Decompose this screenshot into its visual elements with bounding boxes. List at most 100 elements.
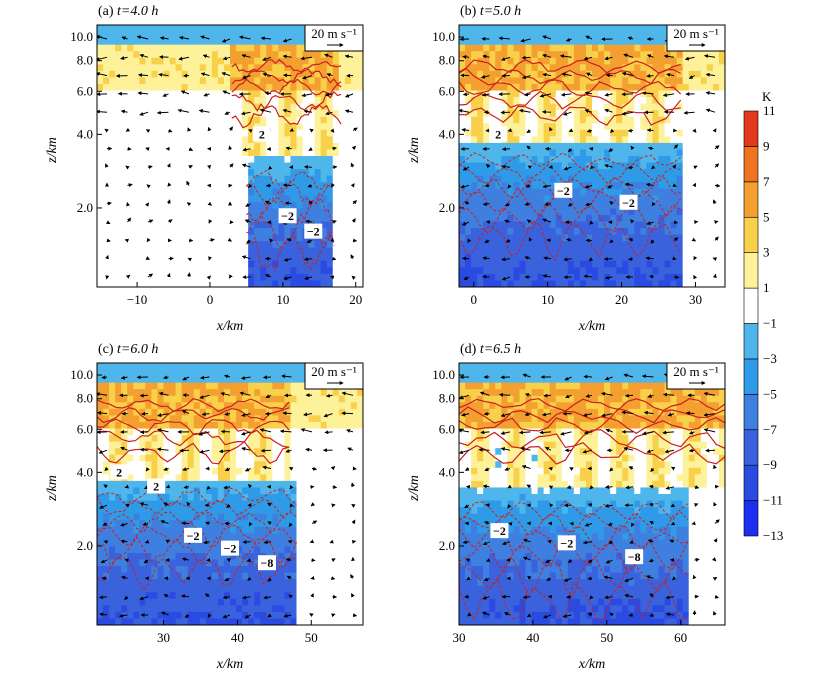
field-cell <box>187 487 195 495</box>
field-cell <box>537 247 545 255</box>
field-cell <box>103 51 110 59</box>
field-cell <box>145 618 153 625</box>
field-cell <box>302 175 310 183</box>
field-cell <box>248 156 255 164</box>
field-cell <box>332 280 340 287</box>
field-cell <box>254 254 261 262</box>
field-cell <box>199 585 207 593</box>
field-cell <box>308 201 316 209</box>
field-cell <box>622 169 629 177</box>
wind-vector <box>209 238 215 243</box>
field-cell <box>163 169 171 177</box>
field-cell <box>561 175 569 183</box>
wind-vector <box>303 257 313 262</box>
field-cell <box>115 267 122 275</box>
field-cell <box>169 415 177 423</box>
field-cell <box>507 162 515 170</box>
field-cell <box>211 195 219 203</box>
field-cell <box>308 169 316 177</box>
field-cell <box>628 38 635 46</box>
field-cell <box>230 363 237 371</box>
field-cell <box>543 136 551 144</box>
field-cell <box>217 195 225 203</box>
field-cell <box>127 618 134 625</box>
field-cell <box>121 123 128 131</box>
field-cell <box>133 474 140 482</box>
field-cell <box>573 169 581 177</box>
field-cell <box>543 57 551 65</box>
field-cell <box>242 83 249 92</box>
field-cell <box>205 188 213 196</box>
field-cell <box>290 116 298 124</box>
wind-vector <box>672 256 677 261</box>
field-cell <box>459 280 466 287</box>
field-cell <box>169 369 177 377</box>
reference-vector: 20 m s⁻¹ <box>304 24 364 52</box>
field-cell <box>254 110 261 118</box>
field-cell <box>555 149 563 157</box>
field-cell <box>115 500 122 508</box>
field-cell <box>278 64 286 72</box>
field-cell <box>175 103 183 111</box>
field-cell <box>555 44 563 52</box>
field-cell <box>640 156 648 164</box>
field-cell <box>290 149 298 157</box>
field-cell <box>211 77 219 85</box>
field-cell <box>592 110 599 118</box>
field-cell <box>242 57 249 65</box>
field-cell <box>284 188 292 196</box>
contour-positive <box>459 59 681 74</box>
field-cell <box>181 254 189 262</box>
field-cell <box>356 110 363 118</box>
field-cell <box>543 267 551 275</box>
field-cell <box>242 435 249 443</box>
field-cell <box>314 57 322 65</box>
field-cell <box>320 260 328 268</box>
field-cell <box>217 188 225 196</box>
field-cell <box>217 241 225 249</box>
field-cell <box>700 162 708 170</box>
field-cell <box>199 376 207 384</box>
field-cell <box>199 520 207 528</box>
field-cell <box>266 267 273 275</box>
field-cell <box>640 123 648 131</box>
field-cell <box>121 70 128 78</box>
field-cell <box>187 175 195 183</box>
field-cell <box>223 585 231 593</box>
field-cell <box>284 116 292 124</box>
field-cell <box>169 480 177 489</box>
field-cell <box>284 149 292 157</box>
field-cell <box>652 142 660 151</box>
field-cell <box>254 228 261 236</box>
field-cell <box>712 149 720 157</box>
wind-vector <box>673 144 679 150</box>
field-cell <box>260 241 267 249</box>
field-cell <box>223 195 231 203</box>
field-cell <box>115 116 122 124</box>
field-cell <box>223 182 231 190</box>
field-cell <box>223 247 231 255</box>
field-cell <box>598 129 605 137</box>
field-cell <box>127 83 134 92</box>
field-cell <box>151 376 159 384</box>
field-cell <box>223 38 231 46</box>
wind-vector <box>222 90 231 95</box>
field-cell <box>181 566 189 574</box>
field-cell <box>477 241 484 249</box>
field-cell <box>175 64 183 72</box>
field-cell <box>163 182 171 190</box>
field-cell <box>634 241 641 249</box>
field-cell <box>121 142 128 151</box>
field-cell <box>489 201 496 209</box>
wind-vector <box>188 165 193 169</box>
field-cell <box>296 280 304 287</box>
field-cell <box>302 129 310 137</box>
field-cell <box>121 64 128 72</box>
field-cell <box>163 188 171 196</box>
field-cell <box>151 389 159 397</box>
field-cell <box>175 408 183 416</box>
field-cell <box>169 110 177 118</box>
field-cell <box>290 57 298 65</box>
field-cell <box>664 123 672 131</box>
wind-vector <box>352 200 357 205</box>
